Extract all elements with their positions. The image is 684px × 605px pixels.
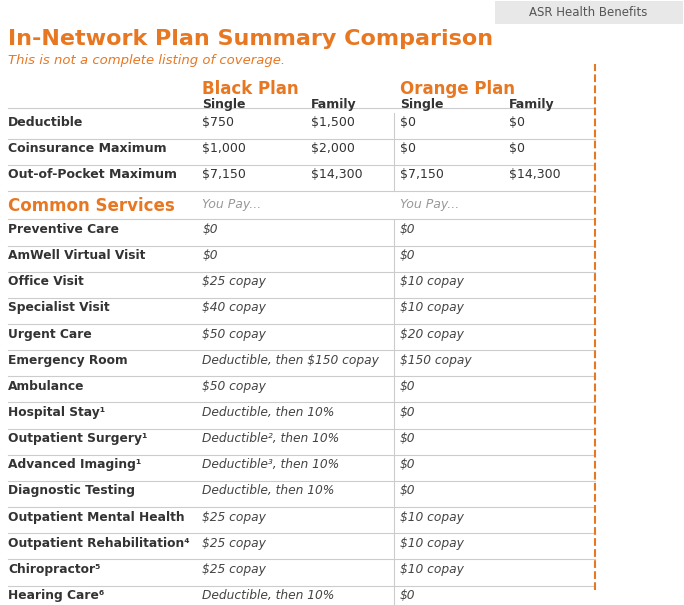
Text: $0: $0 xyxy=(400,459,415,471)
Text: Advanced Imaging¹: Advanced Imaging¹ xyxy=(8,459,142,471)
Text: $0: $0 xyxy=(400,223,415,236)
Text: $0: $0 xyxy=(202,249,218,262)
Text: AmWell Virtual Visit: AmWell Virtual Visit xyxy=(8,249,146,262)
Text: Orange Plan: Orange Plan xyxy=(400,80,515,98)
Text: $7,150: $7,150 xyxy=(202,168,246,182)
Text: $0: $0 xyxy=(400,380,415,393)
Text: $14,300: $14,300 xyxy=(311,168,363,182)
Text: Office Visit: Office Visit xyxy=(8,275,84,288)
Text: $0: $0 xyxy=(509,142,525,155)
Text: Family: Family xyxy=(311,98,357,111)
Text: Emergency Room: Emergency Room xyxy=(8,354,128,367)
Text: Black Plan: Black Plan xyxy=(202,80,299,98)
Text: Single: Single xyxy=(202,98,246,111)
Text: $10 copay: $10 copay xyxy=(400,511,464,523)
Text: $0: $0 xyxy=(400,432,415,445)
Bar xyxy=(495,1,683,24)
Text: $7,150: $7,150 xyxy=(400,168,444,182)
Text: $10 copay: $10 copay xyxy=(400,275,464,288)
Text: You Pay...: You Pay... xyxy=(202,198,261,211)
Text: Ambulance: Ambulance xyxy=(8,380,85,393)
Text: $0: $0 xyxy=(400,249,415,262)
Text: $1,500: $1,500 xyxy=(311,116,355,129)
Text: $0: $0 xyxy=(202,223,218,236)
Text: $2,000: $2,000 xyxy=(311,142,355,155)
Text: Chiropractor⁵: Chiropractor⁵ xyxy=(8,563,101,576)
Text: $750: $750 xyxy=(202,116,235,129)
Text: $10 copay: $10 copay xyxy=(400,537,464,550)
Text: $10 copay: $10 copay xyxy=(400,563,464,576)
Text: In-Network Plan Summary Comparison: In-Network Plan Summary Comparison xyxy=(8,28,493,48)
Text: $0: $0 xyxy=(400,406,415,419)
Text: Hospital Stay¹: Hospital Stay¹ xyxy=(8,406,105,419)
Text: $40 copay: $40 copay xyxy=(202,301,266,315)
Text: Deductible³, then 10%: Deductible³, then 10% xyxy=(202,459,339,471)
Text: Common Services: Common Services xyxy=(8,197,175,215)
Text: Deductible, then 10%: Deductible, then 10% xyxy=(202,406,334,419)
Text: ASR Health Benefits: ASR Health Benefits xyxy=(529,6,648,19)
Text: $50 copay: $50 copay xyxy=(202,327,266,341)
Text: $150 copay: $150 copay xyxy=(400,354,471,367)
Text: $0: $0 xyxy=(400,589,415,602)
Text: $0: $0 xyxy=(400,142,416,155)
Text: $50 copay: $50 copay xyxy=(202,380,266,393)
Text: $25 copay: $25 copay xyxy=(202,275,266,288)
Text: Outpatient Mental Health: Outpatient Mental Health xyxy=(8,511,185,523)
Text: $25 copay: $25 copay xyxy=(202,537,266,550)
Text: Urgent Care: Urgent Care xyxy=(8,327,92,341)
Text: $10 copay: $10 copay xyxy=(400,301,464,315)
Text: Deductible, then 10%: Deductible, then 10% xyxy=(202,589,334,602)
Text: Deductible², then 10%: Deductible², then 10% xyxy=(202,432,339,445)
Text: Diagnostic Testing: Diagnostic Testing xyxy=(8,485,135,497)
Text: Preventive Care: Preventive Care xyxy=(8,223,119,236)
Text: Specialist Visit: Specialist Visit xyxy=(8,301,110,315)
Text: $14,300: $14,300 xyxy=(509,168,560,182)
Text: $0: $0 xyxy=(400,485,415,497)
Text: $25 copay: $25 copay xyxy=(202,511,266,523)
Text: Out-of-Pocket Maximum: Out-of-Pocket Maximum xyxy=(8,168,177,182)
Text: Deductible, then $150 copay: Deductible, then $150 copay xyxy=(202,354,379,367)
Text: $25 copay: $25 copay xyxy=(202,563,266,576)
Text: $1,000: $1,000 xyxy=(202,142,246,155)
Text: Family: Family xyxy=(509,98,555,111)
Text: Outpatient Rehabilitation⁴: Outpatient Rehabilitation⁴ xyxy=(8,537,190,550)
Text: $0: $0 xyxy=(400,116,416,129)
Text: Hearing Care⁶: Hearing Care⁶ xyxy=(8,589,105,602)
Text: $0: $0 xyxy=(509,116,525,129)
Text: This is not a complete listing of coverage.: This is not a complete listing of covera… xyxy=(8,54,285,67)
Text: Deductible: Deductible xyxy=(8,116,83,129)
Text: $20 copay: $20 copay xyxy=(400,327,464,341)
Text: Coinsurance Maximum: Coinsurance Maximum xyxy=(8,142,167,155)
Text: Single: Single xyxy=(400,98,443,111)
Text: Deductible, then 10%: Deductible, then 10% xyxy=(202,485,334,497)
Text: You Pay...: You Pay... xyxy=(400,198,459,211)
Text: Outpatient Surgery¹: Outpatient Surgery¹ xyxy=(8,432,148,445)
